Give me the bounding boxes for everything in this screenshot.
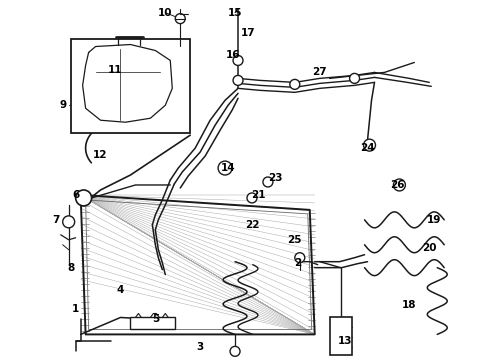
- Circle shape: [75, 190, 92, 206]
- Text: 25: 25: [288, 235, 302, 245]
- Text: 23: 23: [268, 173, 282, 183]
- Circle shape: [63, 216, 74, 228]
- Bar: [71, 39, 190, 133]
- Text: 10: 10: [158, 8, 172, 18]
- Text: 9: 9: [59, 100, 66, 110]
- Text: 2: 2: [294, 258, 301, 268]
- Text: 26: 26: [390, 180, 405, 190]
- Text: 18: 18: [402, 300, 416, 310]
- Text: 4: 4: [117, 284, 124, 294]
- Text: 3: 3: [196, 342, 204, 352]
- Circle shape: [295, 253, 305, 263]
- Circle shape: [349, 73, 360, 84]
- Text: 19: 19: [427, 215, 441, 225]
- Bar: [330, 318, 352, 355]
- Text: 20: 20: [422, 243, 437, 253]
- Text: 6: 6: [72, 190, 79, 200]
- Text: 1: 1: [72, 305, 79, 315]
- Text: 21: 21: [251, 190, 265, 200]
- Circle shape: [247, 193, 257, 203]
- Text: 27: 27: [313, 67, 327, 77]
- Text: 15: 15: [228, 8, 242, 18]
- Text: 22: 22: [245, 220, 259, 230]
- Circle shape: [233, 75, 243, 85]
- Bar: [130, 318, 175, 329]
- Circle shape: [263, 177, 273, 187]
- Circle shape: [233, 55, 243, 66]
- Text: 7: 7: [52, 215, 59, 225]
- Circle shape: [218, 161, 232, 175]
- Circle shape: [364, 139, 375, 151]
- Text: 17: 17: [241, 28, 255, 37]
- Circle shape: [230, 346, 240, 356]
- Text: 12: 12: [93, 150, 108, 160]
- Circle shape: [290, 80, 300, 89]
- Text: 8: 8: [67, 263, 74, 273]
- Text: 24: 24: [360, 143, 375, 153]
- Text: 16: 16: [226, 50, 240, 60]
- Text: 14: 14: [221, 163, 235, 173]
- Text: 13: 13: [337, 336, 352, 346]
- Text: 11: 11: [108, 66, 123, 76]
- Circle shape: [175, 14, 185, 24]
- Text: 5: 5: [152, 314, 159, 324]
- Circle shape: [393, 179, 405, 191]
